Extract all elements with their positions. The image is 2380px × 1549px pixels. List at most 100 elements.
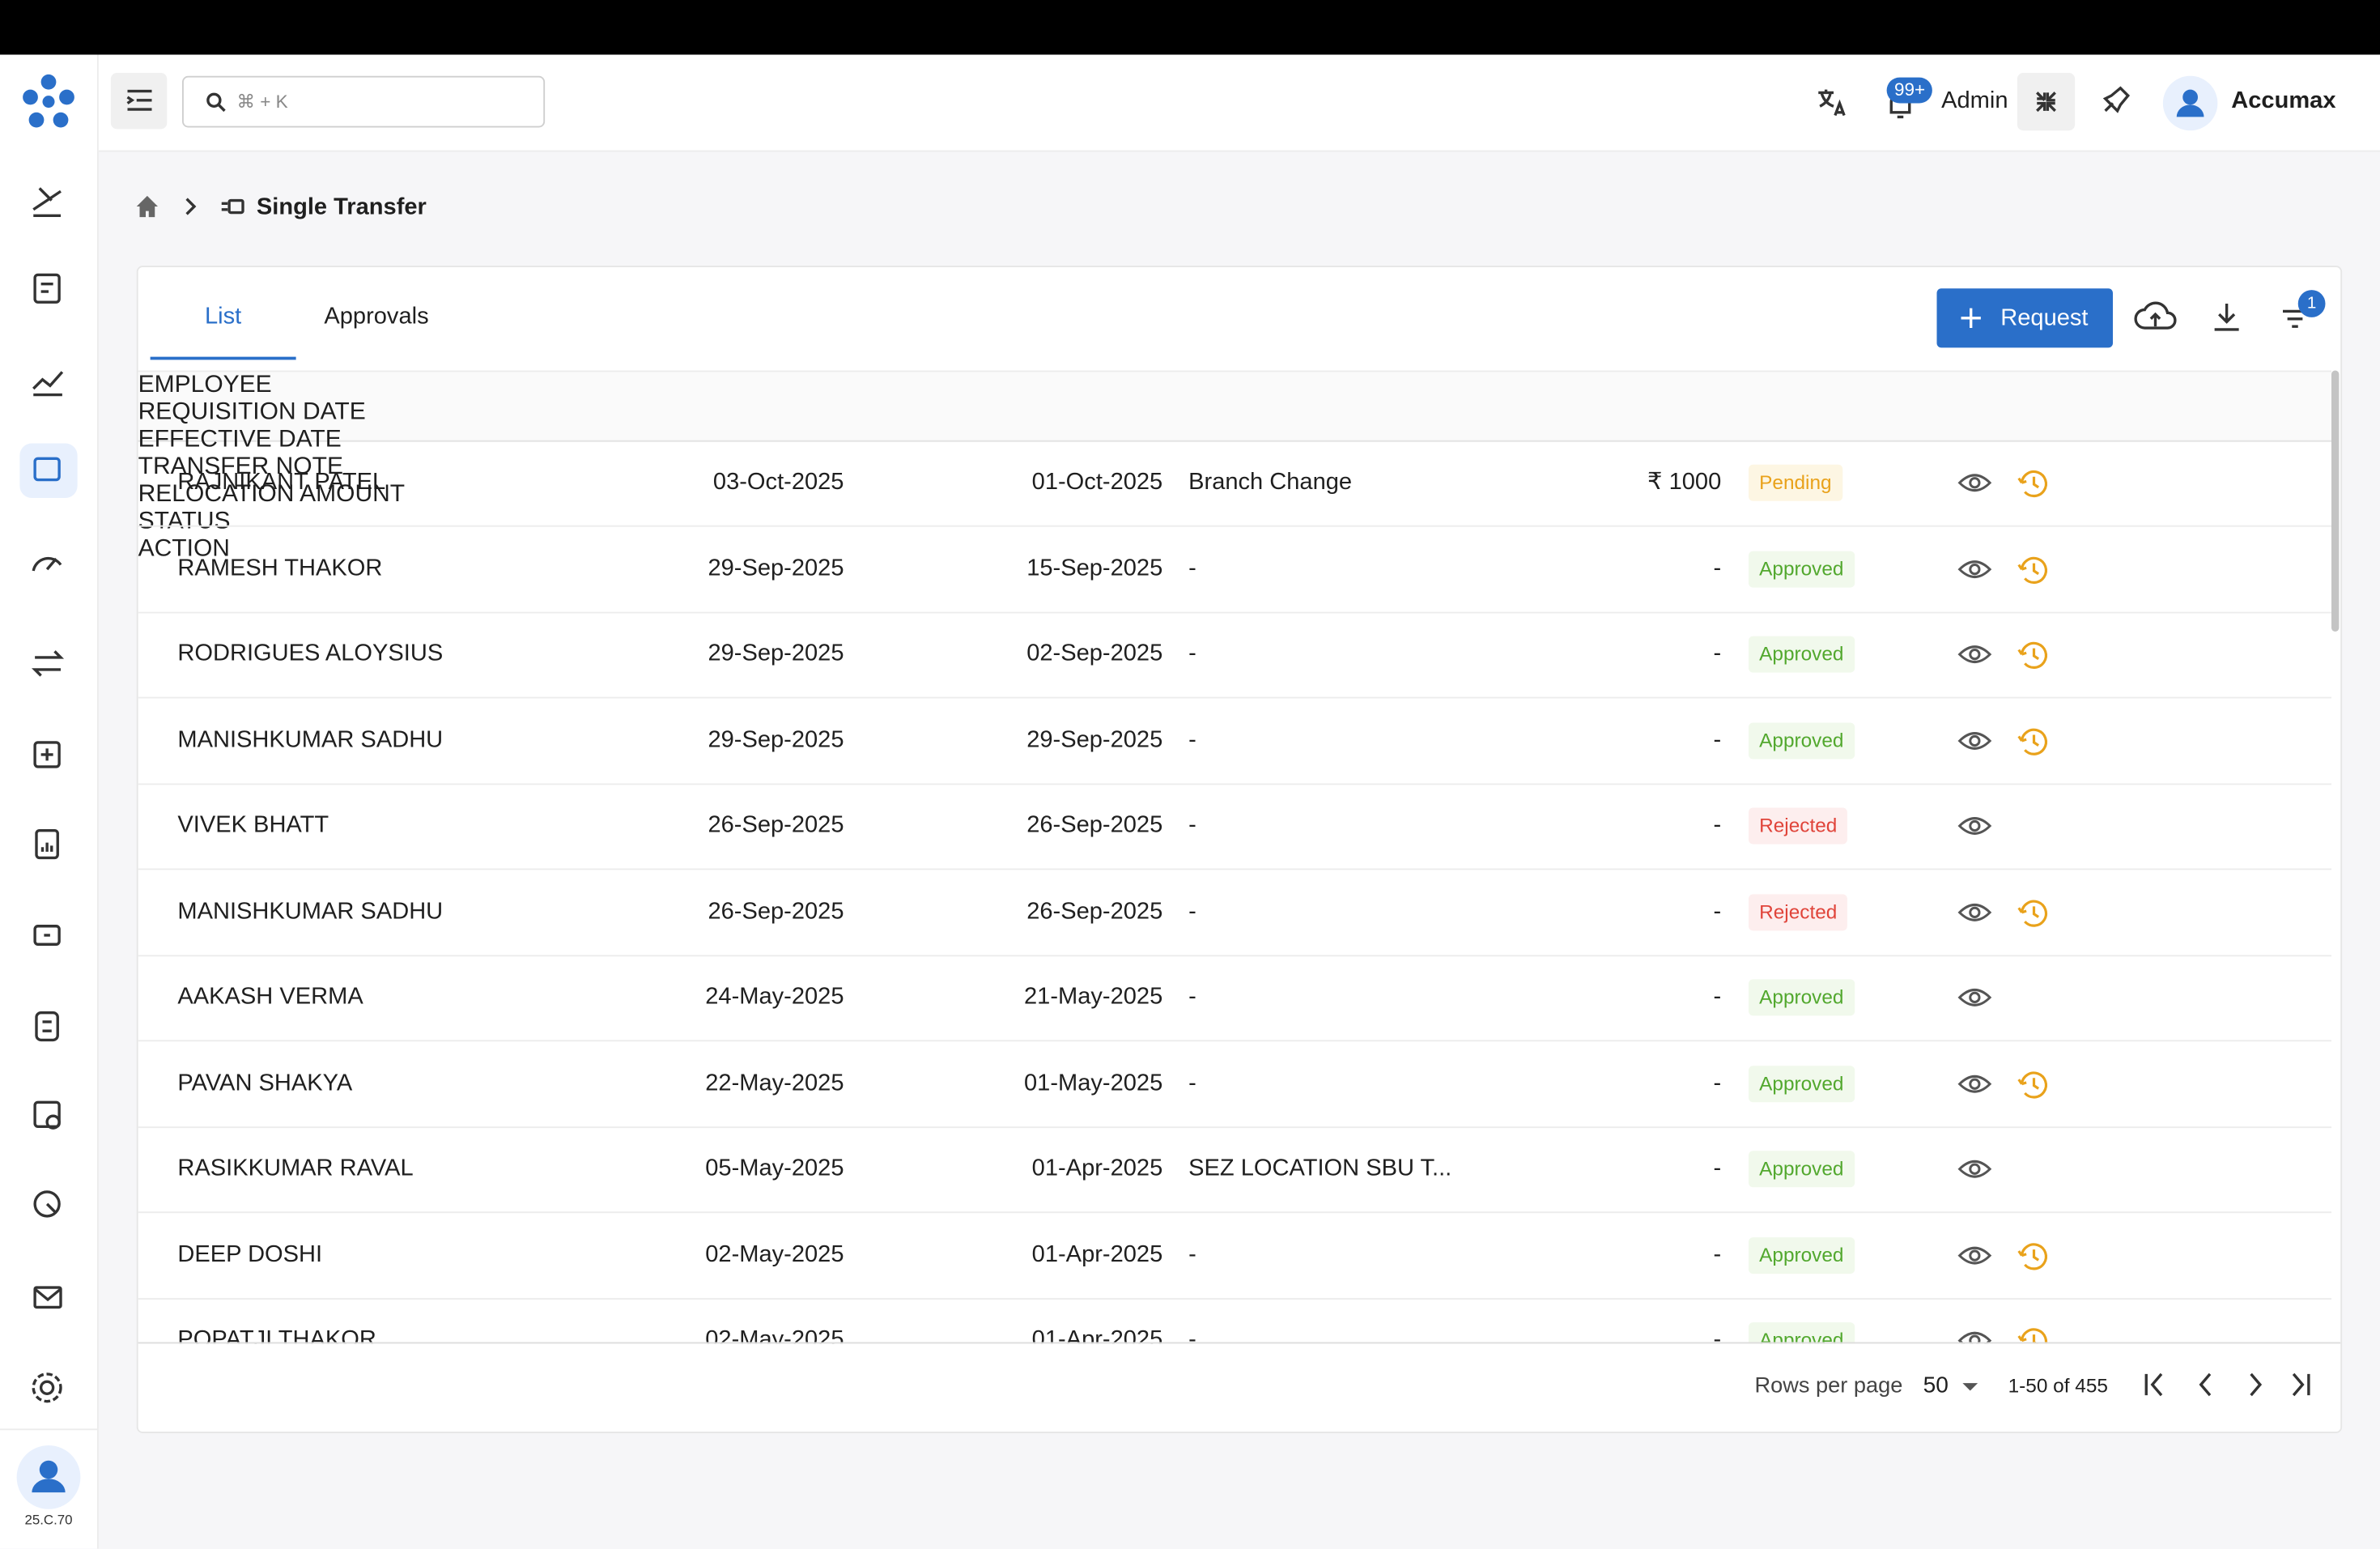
column-header[interactable]: RELOCATION AMOUNT <box>138 481 406 508</box>
status-badge: Approved <box>1749 1065 1855 1102</box>
table-header: EMPLOYEE REQUISITION DATE EFFECTIVE DATE TR… <box>138 370 2331 562</box>
relocation-amount: - <box>1713 726 1722 753</box>
table-row: DEEP DOSHI 02-May-2025 01-Apr-2025- - Approv… <box>138 1212 2331 1300</box>
request-label: Request <box>2000 304 2089 331</box>
column-header[interactable]: EFFECTIVE DATE <box>138 426 342 453</box>
row-actions[interactable] <box>1957 722 2078 759</box>
employee: DEEP DOSHI <box>177 1240 323 1267</box>
column-header[interactable]: TRANSFER NOTE <box>138 453 343 480</box>
effective-date: 01-Apr-2025 <box>1031 1155 1163 1181</box>
employee: VIVEK BHATT <box>177 812 329 838</box>
employee: PAVAN SHAKYA <box>177 1069 353 1096</box>
row-actions[interactable] <box>1957 465 2078 501</box>
row-actions[interactable] <box>1957 893 2078 930</box>
row-actions[interactable] <box>1957 808 2078 845</box>
relocation-amount: - <box>1713 1069 1722 1096</box>
search-box[interactable]: ⌘ + K <box>182 75 546 128</box>
effective-date: 26-Sep-2025 <box>1026 812 1163 838</box>
breadcrumb-sep <box>185 198 197 215</box>
employee: MANISHKUMAR SADHU <box>177 898 444 924</box>
role[interactable]: Admin <box>1941 87 2008 114</box>
transfer-note: - <box>1188 726 1196 753</box>
translate-icon[interactable] <box>1814 85 1851 121</box>
relocation-amount: ₹ 1000 <box>1647 469 1722 496</box>
requisition-date: 26-Sep-2025 <box>708 898 844 924</box>
status-badge: Approved <box>1749 1236 1855 1274</box>
table-row: RAMESH THAKOR 29-Sep-2025 15-Sep-2025- - App… <box>138 526 2331 613</box>
column-header[interactable]: ACTION <box>138 535 230 562</box>
column-header[interactable]: STATUS <box>138 509 231 534</box>
transfer-note: - <box>1188 984 1196 1010</box>
requisition-date: 29-Sep-2025 <box>708 640 844 667</box>
employee: RASIKKUMAR RAVAL <box>177 1155 414 1181</box>
requisition-date: 29-Sep-2025 <box>708 555 844 581</box>
row-actions[interactable] <box>1957 1322 2078 1344</box>
rows-per-page[interactable]: 50 <box>1923 1372 1949 1398</box>
transfer-icon <box>221 198 244 215</box>
transfer-note: - <box>1188 1240 1196 1267</box>
home-icon[interactable] <box>134 193 161 220</box>
pin-icon[interactable] <box>2099 83 2132 117</box>
row-actions[interactable] <box>1957 1236 2078 1273</box>
relocation-amount: - <box>1713 555 1722 581</box>
user-avatar[interactable] <box>2162 75 2218 131</box>
user-name[interactable]: Accumax <box>2231 87 2336 114</box>
filter-badge: 1 <box>2297 290 2326 317</box>
column-header[interactable]: EMPLOYEE <box>138 372 272 398</box>
table-body: RAJNIKANT PATEL 03-Oct-2025 01-Oct-2025 Bra… <box>138 440 2331 1344</box>
request-button[interactable]: Request <box>1936 288 2113 348</box>
active-nav[interactable] <box>19 443 78 498</box>
download-icon[interactable] <box>2210 299 2243 335</box>
top-bar <box>0 0 2380 55</box>
employee: POPATJI THAKOR <box>177 1326 376 1344</box>
fullscreen[interactable] <box>2017 73 2076 131</box>
relocation-amount: - <box>1713 812 1722 838</box>
table-row: RODRIGUES ALOYSIUS 29-Sep-2025 02-Sep-2025… <box>138 612 2331 699</box>
table-row: PAVAN SHAKYA 22-May-2025 01-May-2025- - Appr… <box>138 1040 2331 1128</box>
status-badge: Approved <box>1749 1151 1855 1188</box>
column-header[interactable]: REQUISITION DATE <box>138 399 366 425</box>
page-range: 1-50 of 455 <box>2008 1373 2108 1397</box>
status-badge: Approved <box>1749 550 1855 587</box>
relocation-amount: - <box>1713 1240 1722 1267</box>
employee: RAMESH THAKOR <box>177 555 383 581</box>
card: List Approvals Request 1 EMPLOYEE REQUISI… <box>136 266 2343 1433</box>
nav-icons[interactable] <box>0 146 97 1406</box>
table-row: POPATJI THAKOR 02-May-2025 01-Apr-2025 - - Ap… <box>138 1298 2331 1344</box>
requisition-date: 05-May-2025 <box>705 1155 844 1181</box>
status-badge: Pending <box>1749 464 1842 501</box>
effective-date: 01-Oct-2025 <box>1031 469 1163 496</box>
status-badge: Approved <box>1749 636 1855 673</box>
requisition-date: 03-Oct-2025 <box>712 469 844 496</box>
upload-icon[interactable] <box>2132 298 2178 338</box>
table-row: AAKASH VERMA 24-May-2025 21-May-2025- - Appr… <box>138 955 2331 1042</box>
tab-list[interactable]: List <box>150 267 296 360</box>
effective-date: 26-Sep-2025 <box>1026 898 1163 924</box>
rows-per-page-label: Rows per page <box>1754 1373 1903 1398</box>
row-actions[interactable] <box>1957 979 2078 1015</box>
search-placeholder: ⌘ + K <box>236 91 288 113</box>
pager-buttons[interactable] <box>2139 1369 2321 1400</box>
menu-toggle[interactable] <box>110 73 168 130</box>
transfer-note: SEZ LOCATION SBU T... <box>1188 1155 1452 1181</box>
requisition-date: 24-May-2025 <box>705 984 844 1010</box>
row-actions[interactable] <box>1957 636 2078 673</box>
row-actions[interactable] <box>1957 551 2078 587</box>
row-actions[interactable] <box>1957 1151 2078 1187</box>
effective-date: 15-Sep-2025 <box>1026 555 1163 581</box>
requisition-date: 02-May-2025 <box>705 1240 844 1267</box>
effective-date: 02-Sep-2025 <box>1026 640 1163 667</box>
employee: MANISHKUMAR SADHU <box>177 726 444 753</box>
employee: RODRIGUES ALOYSIUS <box>177 640 444 667</box>
avatar[interactable] <box>16 1445 81 1509</box>
employee: RAJNIKANT PATEL <box>177 469 386 496</box>
scrollbar[interactable] <box>2331 370 2340 632</box>
dropdown-arrow[interactable] <box>1960 1376 1981 1397</box>
effective-date: 21-May-2025 <box>1024 984 1163 1010</box>
status-badge: Approved <box>1749 721 1855 759</box>
effective-date: 29-Sep-2025 <box>1026 726 1163 753</box>
row-actions[interactable] <box>1957 1065 2078 1101</box>
tab-approvals[interactable]: Approvals <box>324 304 429 330</box>
version: 25.C.70 <box>24 1512 73 1528</box>
